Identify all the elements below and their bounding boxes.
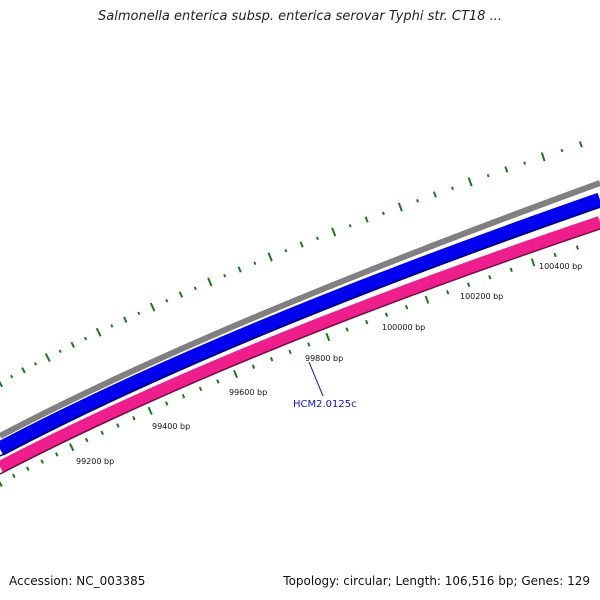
scale-tick-30 (530, 258, 536, 267)
gc-mark-6 (70, 341, 75, 349)
scale-tick-26 (446, 290, 450, 295)
gc-mark-38 (578, 141, 583, 148)
scale-tick-6 (84, 437, 89, 443)
gc-mark-9 (110, 324, 114, 328)
scale-tick-8 (116, 423, 120, 428)
gc-content-track (0, 141, 583, 388)
scale-tick-9 (132, 415, 136, 421)
scale-tick-32 (575, 245, 579, 250)
gc-mark-0 (0, 380, 4, 388)
gc-mark-20 (267, 252, 273, 262)
tick-label-99600: 99600 bp (229, 388, 267, 397)
gc-mark-10 (123, 316, 128, 323)
gc-mark-17 (223, 274, 227, 278)
scale-tick-5 (69, 443, 75, 452)
scale-tick-31 (553, 252, 557, 258)
tick-label-100400: 100400 bp (539, 262, 582, 271)
gc-mark-22 (299, 241, 304, 248)
accession-label: Accession: NC_003385 (9, 574, 146, 588)
scale-tick-11 (164, 401, 169, 406)
scale-ticks (0, 245, 579, 487)
scale-tick-7 (100, 430, 104, 435)
tick-label-100000: 100000 bp (382, 323, 425, 332)
scale-tick-20 (325, 332, 331, 342)
map-title: Salmonella enterica subsp. enterica sero… (98, 9, 502, 24)
gc-mark-36 (540, 152, 546, 162)
forward-strand-ring (0, 192, 600, 456)
scale-tick-23 (384, 312, 389, 317)
tick-label-99400: 99400 bp (152, 422, 190, 431)
gene-callout-line (308, 361, 324, 397)
reverse-strand-ring (0, 216, 600, 473)
gc-mark-13 (165, 299, 169, 303)
tick-label-99800: 99800 bp (305, 354, 343, 363)
gc-mark-16 (207, 277, 213, 287)
gene-label-hcm2-0125c[interactable]: HCM2.0125c (293, 399, 357, 410)
gc-mark-4 (44, 353, 51, 363)
gc-mark-1 (10, 374, 14, 379)
scale-tick-12 (181, 393, 186, 399)
tick-label-99200: 99200 bp (76, 457, 114, 466)
scale-tick-22 (365, 319, 369, 325)
scale-tick-15 (233, 370, 239, 379)
reverse-strand-edge (0, 228, 600, 475)
scale-tick-29 (509, 267, 513, 273)
gc-mark-11 (137, 311, 141, 316)
scale-tick-16 (251, 364, 256, 369)
scale-tick-21 (345, 327, 349, 332)
scale-tick-13 (198, 386, 203, 392)
scale-tick-24 (404, 304, 409, 310)
scale-tick-18 (288, 349, 292, 355)
forward-strand-edge (0, 206, 600, 457)
scale-tick-28 (488, 275, 492, 280)
scale-tick-0 (0, 480, 3, 487)
scale-tick-1 (12, 473, 16, 479)
gc-mark-27 (381, 211, 385, 216)
gc-mark-5 (58, 349, 62, 354)
gc-mark-31 (451, 186, 454, 191)
gc-mark-7 (84, 336, 88, 341)
gc-mark-2 (21, 367, 26, 374)
gc-mark-21 (284, 248, 288, 253)
gc-mark-37 (560, 148, 564, 153)
gc-mark-34 (504, 166, 509, 173)
scale-tick-14 (216, 379, 220, 384)
scale-tick-19 (307, 342, 311, 347)
gc-mark-19 (253, 261, 257, 265)
gc-mark-25 (348, 224, 352, 228)
gc-mark-26 (364, 216, 369, 223)
gc-mark-12 (149, 302, 156, 312)
gc-mark-18 (237, 266, 242, 273)
scale-tick-25 (424, 295, 430, 304)
backbone-ring (0, 180, 600, 439)
scale-tick-3 (40, 459, 44, 464)
scale-tick-27 (466, 282, 471, 288)
scale-tick-17 (269, 357, 274, 362)
scale-tick-2 (26, 466, 30, 472)
gc-mark-8 (95, 327, 102, 337)
gc-mark-24 (331, 227, 337, 237)
scale-tick-10 (147, 406, 153, 415)
gc-mark-33 (486, 173, 490, 178)
gc-mark-14 (178, 291, 184, 298)
gc-mark-32 (467, 177, 473, 187)
gc-mark-3 (33, 362, 38, 366)
genome-stats: Topology: circular; Length: 106,516 bp; … (283, 574, 590, 588)
gc-mark-15 (193, 286, 197, 291)
scale-tick-4 (54, 452, 59, 457)
gc-mark-29 (416, 199, 420, 203)
tick-label-100200: 100200 bp (460, 292, 503, 301)
gc-mark-30 (432, 191, 437, 198)
gc-mark-28 (397, 202, 403, 212)
gc-mark-23 (316, 236, 320, 241)
gc-mark-35 (523, 161, 527, 165)
